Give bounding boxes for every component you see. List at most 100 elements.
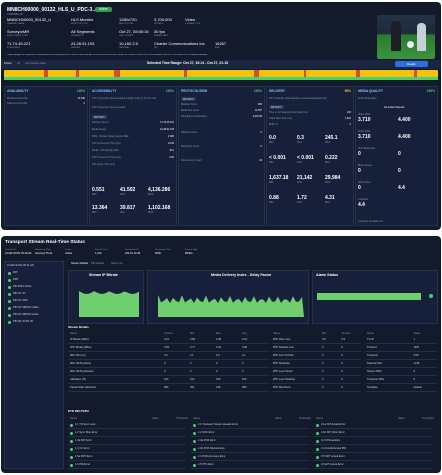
tab-all[interactable]: All: [17, 62, 20, 65]
column-header: Name: [193, 417, 200, 420]
table-row[interactable]: MDI: MLR (pkts/s) 0 0 0 0: [68, 362, 268, 368]
etr-row[interactable]: 3.1b NIT Other Error: [314, 431, 432, 437]
table-row[interactable]: RTP Loss Distance 0 0: [271, 378, 361, 384]
table-cell: 3.96: [242, 346, 248, 349]
status-dot: [316, 448, 319, 451]
etr-row[interactable]: 1.3a PAT Error: [68, 439, 186, 445]
table-cell: 100: [216, 378, 221, 381]
info-value: 16267: [215, 41, 227, 46]
pid-tree-item[interactable]: PID 16: ST: [13, 292, 26, 295]
transport-tab[interactable]: PID Details: [91, 262, 104, 265]
metric-label: Discontinuity Count: [181, 159, 202, 162]
etr-row[interactable]: 1.1 TS Sync Loss: [68, 423, 186, 429]
etr-row[interactable]: 2.2 CRC Error: [191, 431, 309, 437]
table-row[interactable]: RTP Bitrate (Mb/s) 3.96 3.77 4.33 3.96: [68, 346, 268, 352]
table-row[interactable]: Stream PIDs 6: [365, 370, 437, 376]
etr-name: 3.1b NIT Other Error: [321, 431, 345, 434]
info-value: Charter Communications Inc: [154, 41, 205, 46]
stat-value: 0.3: [297, 135, 304, 141]
etr-row[interactable]: 3.2 SI Repetition: [314, 439, 432, 445]
table-row[interactable]: RTP Out Of Order 0 0: [271, 354, 361, 360]
pid-tree-item[interactable]: CCHD-SCTE 35-21 HN: [7, 264, 35, 267]
etr-row[interactable]: 3.1a NIT Actual Error: [314, 423, 432, 429]
stat-label: MAX: [325, 161, 331, 164]
pid-tree-item[interactable]: PID 32: PMT: [13, 299, 28, 302]
etr-row[interactable]: 3.5 SDT Actual Error: [314, 455, 432, 461]
column-header: Value: [398, 417, 405, 420]
alarm-marker[interactable]: [414, 70, 417, 80]
delivery-panel: DELIVERY 99% DTT media file download tim…: [266, 86, 354, 226]
column-header: Name: [316, 417, 323, 420]
etr-row[interactable]: 2.1 Transport Stream Header Error: [191, 423, 309, 429]
details-button[interactable]: Details: [395, 61, 428, 67]
stream-url[interactable]: https://edge-mn.spectrum.net/linear-silv…: [7, 54, 208, 56]
table-cell: MDI: MLR (pkts/s): [70, 362, 91, 365]
table-row[interactable]: RTP Jitter (ms) 0.9 0.9: [271, 338, 361, 344]
alarm-marker[interactable]: [254, 70, 259, 80]
metric-label: Buffer %: [269, 123, 279, 126]
table-row[interactable]: Transport RTP: [365, 354, 437, 360]
table-row[interactable]: Utilization (%) 100 100 100 100: [68, 378, 268, 384]
etr-name: 1.6 PID Error: [75, 463, 91, 466]
table-row[interactable]: TS ID 1: [365, 338, 437, 344]
tab-8-hour[interactable]: 8 Hour: [4, 62, 12, 65]
alarm-marker[interactable]: [44, 70, 48, 80]
pid-tree-item[interactable]: PID 33: MPEG2 Video: [13, 306, 39, 309]
timeline-bar: 8 Hour All ALL Session Data Selected Tim…: [1, 60, 441, 69]
metric-label: Media Server: [92, 128, 107, 131]
etr-row[interactable]: 1.6 PID Error: [68, 463, 186, 469]
table-row[interactable]: MDI: MLR (pkts/sec) 0 0 0 0: [68, 370, 268, 376]
table-cell: RTP Loss Period: [273, 370, 293, 373]
table-row[interactable]: Transport PIDs 5: [365, 378, 437, 384]
table-row[interactable]: IP Bitrate (Mb/s) 4.01 3.80 4.38 4.01: [68, 338, 268, 344]
etr-row[interactable]: 1.5a PMT Error: [68, 455, 186, 461]
pid-tree-item[interactable]: PID 34: MPEG2 Audio: [13, 313, 39, 316]
alarm-marker[interactable]: [356, 70, 360, 80]
metric-label: Media - CH Domain Main: [92, 149, 119, 152]
etr-row[interactable]: 3.4 Unreferenced PID: [314, 447, 432, 453]
media-metric-b: 0: [398, 168, 401, 174]
table-row[interactable]: Protocol UDP: [365, 346, 437, 352]
table-row[interactable]: Template Default: [365, 386, 437, 392]
etr-row[interactable]: 2.3a PCR Error: [191, 439, 309, 445]
stat-label: AVG: [297, 181, 302, 184]
etr-row[interactable]: 3.6 EIT Actual Error: [314, 463, 432, 469]
status-dot: [8, 321, 11, 324]
pid-tree-item[interactable]: PAT: [13, 271, 18, 274]
transport-tab[interactable]: Alarm Log: [111, 262, 123, 265]
status-dot: [70, 448, 73, 451]
table-row[interactable]: RTP Max Burst 0 0: [271, 386, 361, 392]
etr-row[interactable]: 1.4 CC Error: [68, 447, 186, 453]
table-cell: 2.1: [190, 354, 194, 357]
etr-row[interactable]: 2.5 PTS Error: [191, 463, 309, 469]
table-row[interactable]: Payload Size 1316: [365, 362, 437, 368]
table-row[interactable]: RTP Packets Lost 0 0: [271, 346, 361, 352]
pid-tree-item[interactable]: PID 39: SCTE 35: [13, 320, 33, 323]
etr-name: 3.1a NIT Actual Error: [321, 423, 346, 426]
info-label: FRAME RATE: [154, 35, 168, 37]
info-label: GATEWAY: [119, 47, 130, 49]
table-row[interactable]: MDI: DF (ms) 4.6 2.1 6.0 4.1: [68, 354, 268, 360]
column-header: Name: [367, 332, 374, 335]
etr-row[interactable]: 1.2 Sync Byte Error: [68, 431, 186, 437]
column-header: Threshold: [176, 417, 188, 420]
chart-panel: Alarm Status: [312, 270, 438, 324]
tab-session-data[interactable]: ALL Session Data: [25, 62, 46, 65]
table-row[interactable]: RTP Loss Period 0 0: [271, 370, 361, 376]
table-cell: MDI: MLR (pkts/sec): [70, 370, 94, 373]
column-header: Avg: [242, 332, 247, 335]
alarm-marker[interactable]: [76, 70, 79, 80]
table-row[interactable]: Packet Rate (pkts/sec) 380 361 416 380: [68, 386, 268, 392]
etr-row[interactable]: 2.3b PCR Discontinuity: [191, 447, 309, 453]
table-row[interactable]: RTP Duplicate 0 0: [271, 362, 361, 368]
transport-tab[interactable]: Stream Details: [71, 262, 89, 265]
alarm-marker[interactable]: [114, 70, 120, 80]
pid-tree-item[interactable]: PMT: [13, 278, 19, 281]
availability-timeline-strip[interactable]: [4, 70, 438, 80]
pid-tree-item[interactable]: PID 8191: NULL: [13, 285, 32, 288]
etr-row[interactable]: 2.4 PCR Accuracy Error: [191, 455, 309, 461]
info-value: HLS Monitor: [71, 17, 94, 22]
alarm-marker[interactable]: [184, 70, 187, 80]
etr-name: 2.2 CRC Error: [198, 431, 215, 434]
alarm-marker[interactable]: [304, 70, 306, 80]
